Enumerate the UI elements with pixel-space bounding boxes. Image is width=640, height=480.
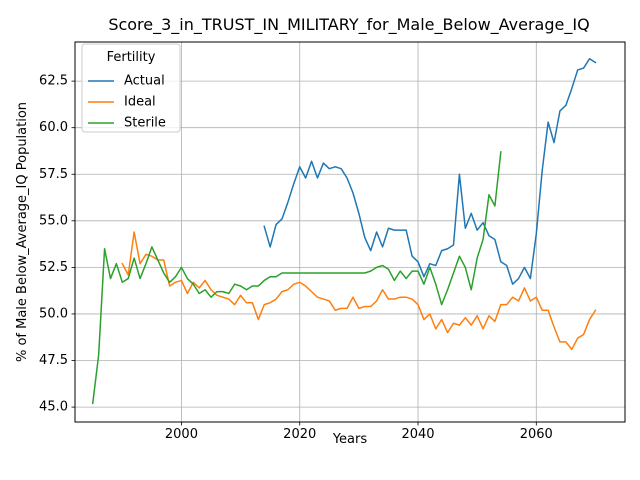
y-tick-label: 60.0 — [39, 120, 68, 135]
y-tick-label: 47.5 — [39, 353, 68, 368]
y-tick-label: 45.0 — [39, 400, 68, 415]
x-axis-title: Years — [332, 432, 368, 447]
y-axis: 45.0 47.5 50.0 52.5 55.0 57.5 60.0 62.5 — [39, 74, 75, 415]
legend-label-actual: Actual — [124, 74, 165, 89]
y-tick-label: 55.0 — [39, 213, 68, 228]
legend: Fertility Actual Ideal Sterile — [81, 43, 181, 133]
x-tick-label: 2040 — [401, 427, 434, 442]
x-tick-label: 2060 — [520, 427, 553, 442]
series-line-ideal — [121, 231, 597, 351]
y-tick-label: 57.5 — [39, 167, 68, 182]
y-tick-label: 50.0 — [39, 306, 68, 321]
y-axis-title: % of Male Below_Average_IQ Population — [15, 102, 30, 362]
y-tick-label: 52.5 — [39, 260, 68, 275]
series-line-actual — [263, 58, 597, 285]
legend-title: Fertility — [107, 50, 156, 65]
x-tick-label: 2020 — [283, 427, 316, 442]
x-tick-label: 2000 — [165, 427, 198, 442]
y-tick-label: 62.5 — [39, 74, 68, 89]
plot-area-frame — [74, 41, 626, 423]
legend-box — [81, 43, 181, 133]
legend-label-sterile: Sterile — [124, 116, 166, 131]
chart-title: Score_3_in_TRUST_IN_MILITARY_for_Male_Be… — [108, 15, 589, 35]
legend-label-ideal: Ideal — [124, 95, 156, 110]
grid-lines — [75, 42, 625, 422]
series-line-sterile — [91, 151, 502, 405]
x-axis: 2000 2020 2040 2060 — [165, 422, 553, 442]
series-layer — [91, 58, 597, 405]
